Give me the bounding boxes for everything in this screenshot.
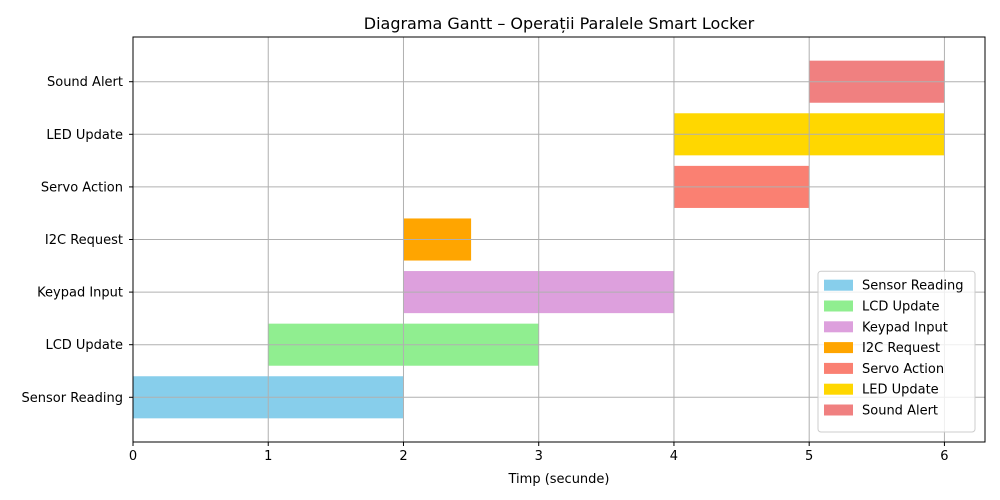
- legend-label: I2C Request: [862, 341, 940, 356]
- legend-label: Servo Action: [862, 362, 944, 377]
- y-tick-label: Servo Action: [41, 180, 123, 195]
- y-axis-ticks: Sensor Reading LCD Update Keypad Input I2C …: [22, 75, 133, 406]
- legend-label: Keypad Input: [862, 320, 948, 335]
- x-tick-label: 1: [264, 449, 272, 464]
- legend-swatch: [824, 279, 853, 291]
- legend-swatch: [824, 404, 853, 416]
- x-tick-label: 0: [129, 449, 137, 464]
- legend-box: [817, 270, 976, 433]
- chart-title: Diagrama Gantt – Operații Paralele Smart…: [364, 14, 755, 33]
- y-tick-label: Sound Alert: [47, 75, 123, 90]
- legend-swatch: [824, 321, 853, 333]
- x-tick-label: 6: [940, 449, 948, 464]
- legend-label: Sensor Reading: [862, 279, 963, 294]
- legend-label: LCD Update: [862, 300, 940, 315]
- legend: Sensor Reading LCD Update Keypad Input I2C …: [817, 270, 976, 433]
- y-tick-label: I2C Request: [45, 233, 123, 248]
- legend-swatch: [824, 362, 853, 374]
- x-axis-label: Timp (secunde): [508, 472, 610, 487]
- x-tick-label: 2: [399, 449, 407, 464]
- legend-label: Sound Alert: [862, 404, 938, 419]
- x-tick-label: 4: [670, 449, 678, 464]
- y-tick-label: Sensor Reading: [22, 391, 123, 406]
- legend-swatch: [824, 342, 853, 354]
- legend-label: LED Update: [862, 383, 939, 398]
- y-tick-label: LCD Update: [45, 338, 123, 353]
- y-tick-label: Keypad Input: [37, 286, 123, 301]
- legend-swatch: [824, 383, 853, 395]
- y-tick-label: LED Update: [46, 128, 123, 143]
- x-axis-ticks: 0 1 2 3 4 5 6: [129, 442, 949, 464]
- x-tick-label: 3: [535, 449, 543, 464]
- x-tick-label: 5: [805, 449, 813, 464]
- legend-swatch: [824, 300, 853, 312]
